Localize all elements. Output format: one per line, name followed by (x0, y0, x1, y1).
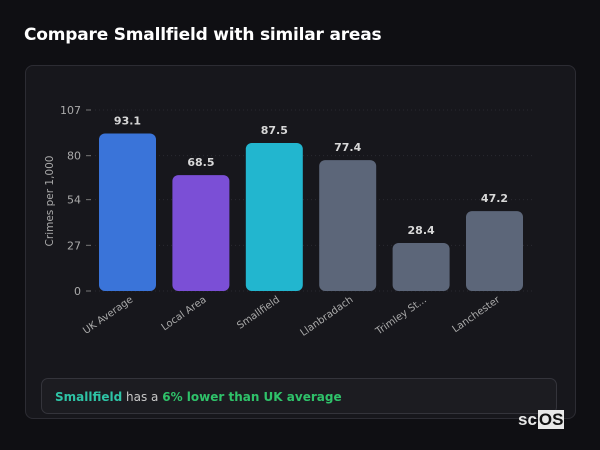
bar[interactable] (319, 160, 377, 291)
data-label: 87.5 (261, 124, 288, 137)
data-label: 47.2 (481, 192, 508, 205)
y-tick-label: 80 (67, 150, 81, 163)
x-tick-label: UK Average (81, 294, 135, 336)
bar[interactable] (99, 133, 156, 291)
y-tick-label: 107 (60, 104, 81, 117)
y-tick-label: 27 (67, 239, 81, 252)
x-tick-label: Llanbradach (299, 294, 356, 338)
bar[interactable] (392, 242, 450, 291)
bar[interactable] (466, 211, 523, 291)
y-tick-label: 54 (67, 194, 81, 207)
y-tick-label: 0 (74, 285, 81, 298)
scos-logo: sc OS (518, 410, 565, 429)
x-tick-label: Trimley St... (373, 294, 429, 337)
x-tick-label: Lanchester (451, 294, 503, 335)
data-label: 77.4 (334, 141, 361, 154)
y-axis-label: Crimes per 1,000 (44, 156, 56, 247)
area-name: Smallfield (55, 390, 123, 404)
comparison-summary: Smallfield has a 6% lower than UK averag… (41, 378, 557, 414)
page-title: Compare Smallfield with similar areas (24, 25, 382, 45)
comparison-value: 6% lower than UK average (162, 390, 342, 404)
x-tick-label: Local Area (160, 294, 209, 333)
bar[interactable] (245, 142, 303, 291)
x-tick-label: Smallfield (235, 294, 282, 331)
data-label: 28.4 (408, 224, 435, 237)
bar[interactable] (172, 175, 230, 291)
data-label: 68.5 (187, 156, 214, 169)
data-label: 93.1 (114, 115, 141, 128)
summary-text: has a (122, 390, 163, 404)
